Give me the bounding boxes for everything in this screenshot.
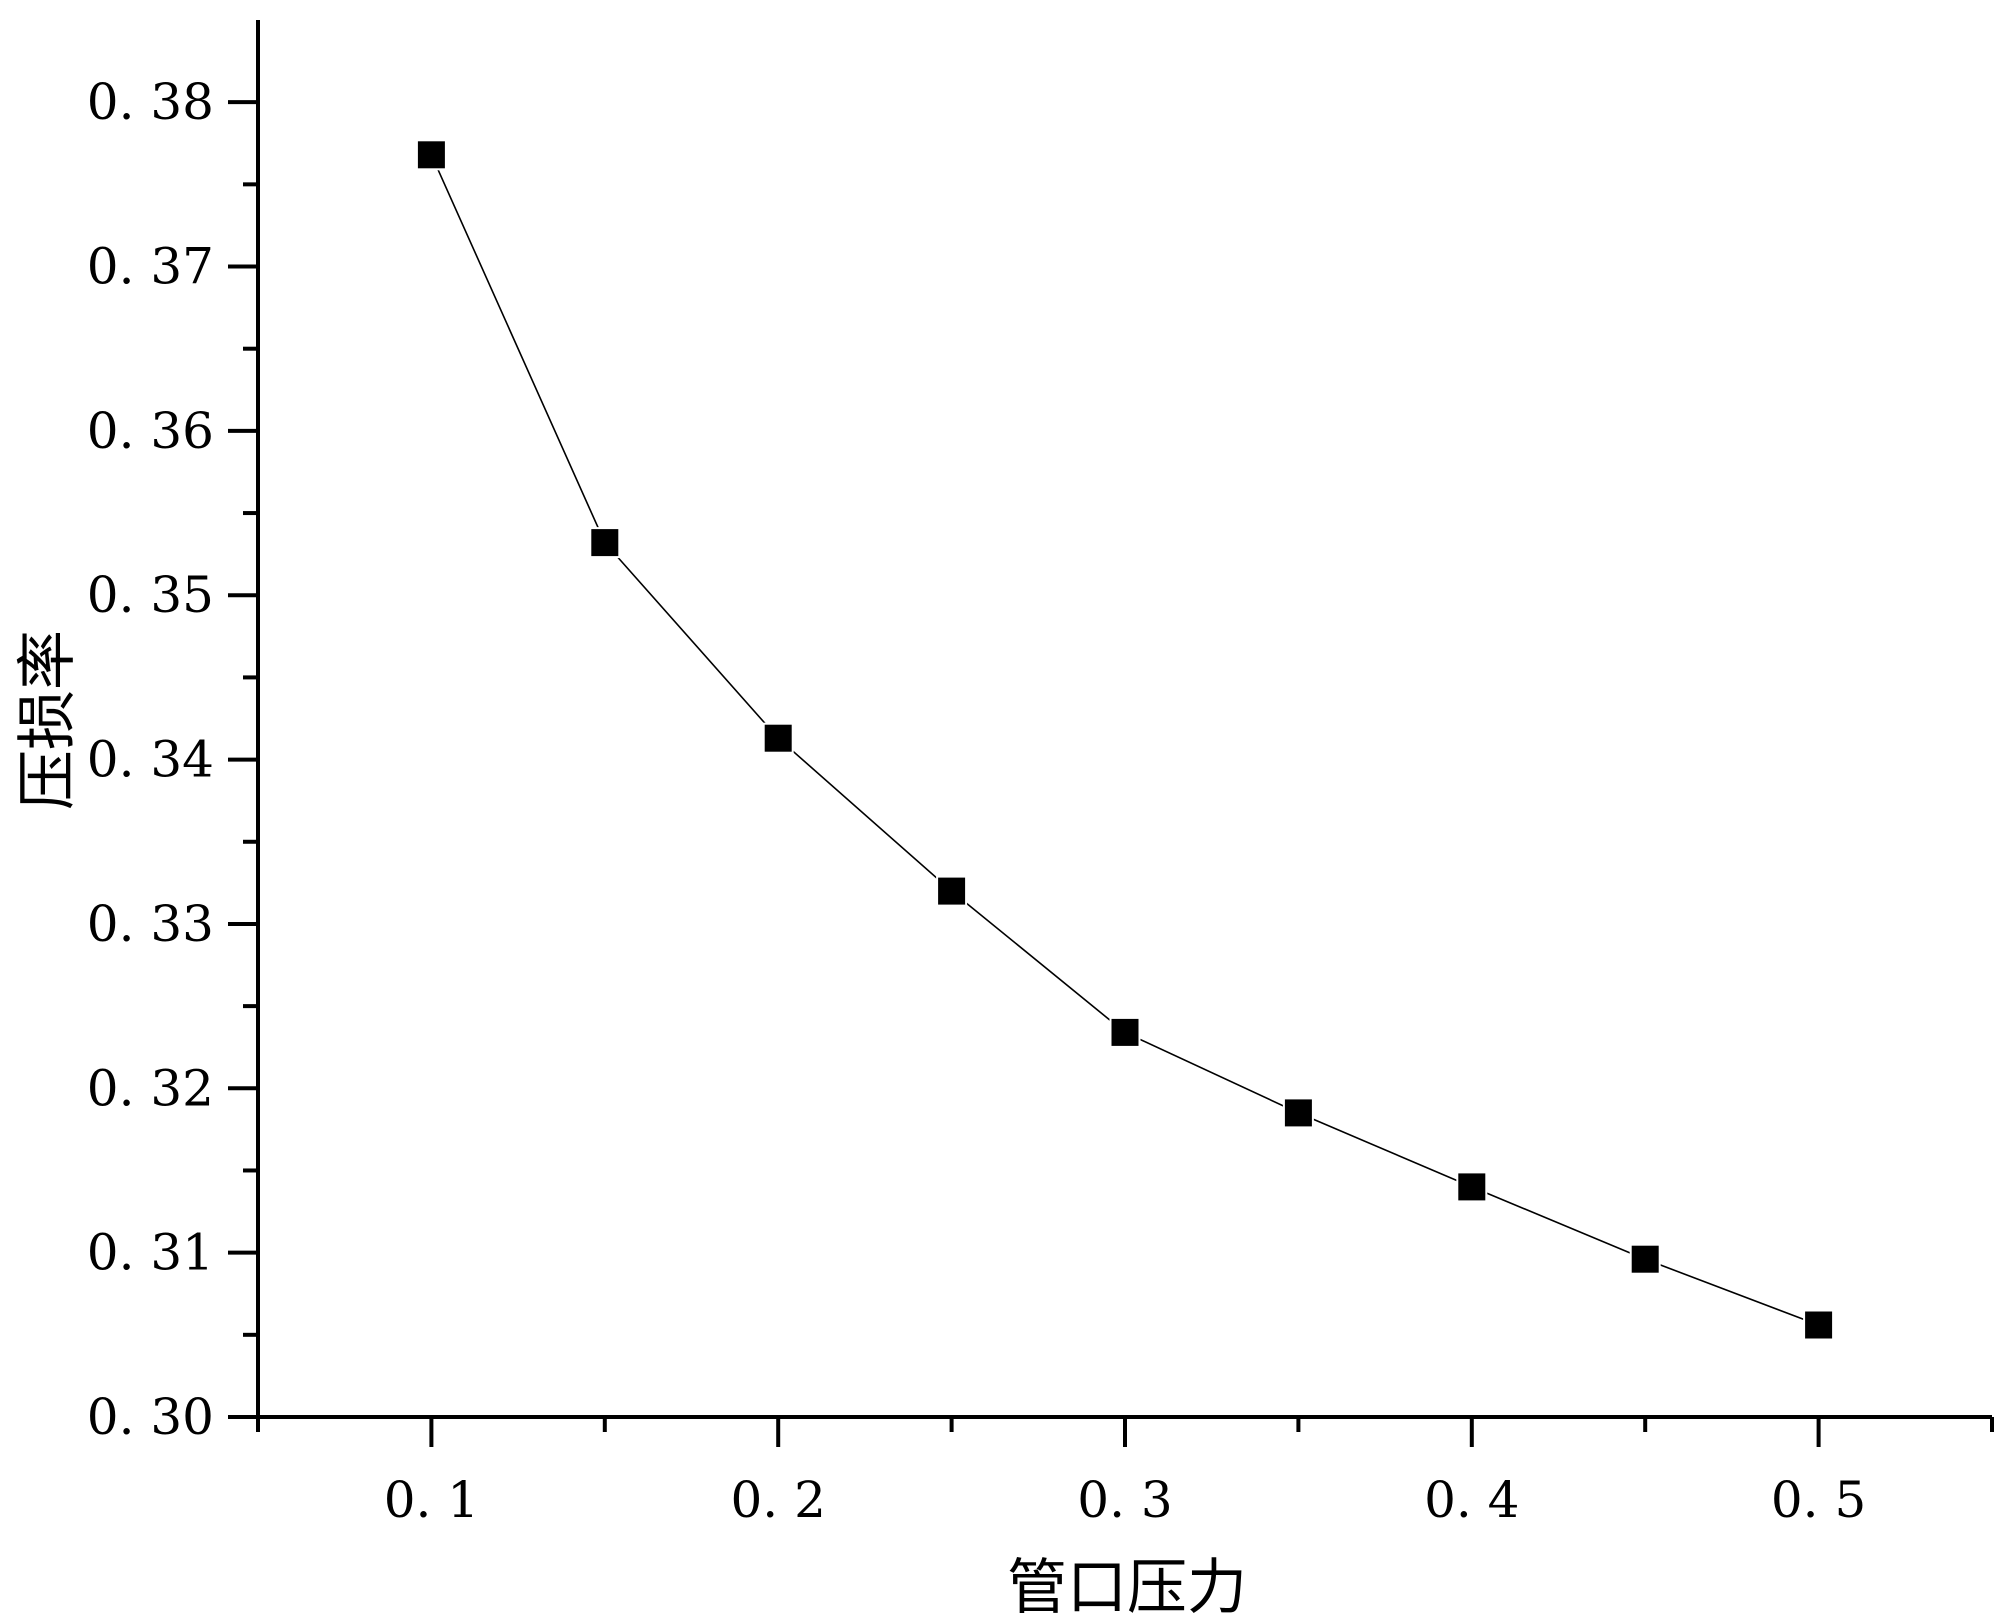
data-point	[1282, 1097, 1314, 1129]
data-point	[415, 139, 447, 171]
data-point	[1456, 1171, 1488, 1203]
x-tick-label: 0. 4	[1424, 1471, 1519, 1529]
series-line	[430, 154, 1819, 1326]
y-axis-title: 压损率	[13, 630, 83, 810]
data-point	[1629, 1243, 1661, 1275]
y-tick-label: 0. 34	[87, 731, 214, 789]
y-tick-label: 0. 36	[87, 402, 214, 460]
y-tick-label: 0. 35	[87, 566, 214, 624]
y-tick-label: 0. 30	[87, 1388, 214, 1446]
x-axis-title: 管口压力	[1007, 1553, 1247, 1623]
data-point	[936, 875, 968, 907]
y-tick-label: 0. 32	[87, 1059, 214, 1117]
y-tick-label: 0. 37	[87, 238, 214, 296]
y-tick-label: 0. 33	[87, 895, 214, 953]
data-point	[1803, 1309, 1835, 1341]
data-point	[589, 527, 621, 559]
x-tick-label: 0. 1	[384, 1471, 479, 1529]
x-tick-label: 0. 5	[1771, 1471, 1866, 1529]
data-point	[1109, 1016, 1141, 1048]
data-point	[762, 722, 794, 754]
x-tick-label: 0. 3	[1077, 1471, 1172, 1529]
x-tick-label: 0. 2	[730, 1471, 825, 1529]
y-tick-label: 0. 38	[87, 73, 214, 131]
axes: 0. 30 0. 31 0. 32 0. 33 0. 34 0. 35 0. 36 0. 37…	[87, 20, 1994, 1529]
series-layer	[415, 139, 1835, 1341]
y-tick-label: 0. 31	[87, 1224, 214, 1282]
